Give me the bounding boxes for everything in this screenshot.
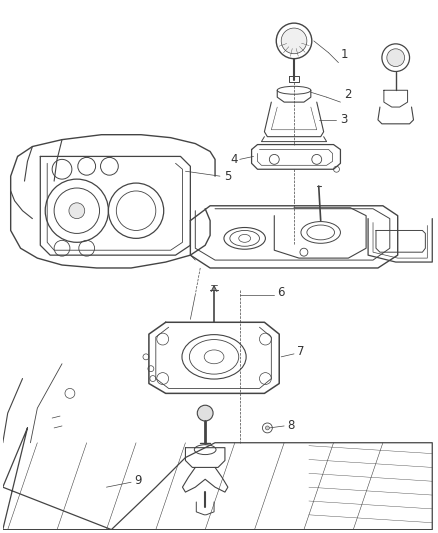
Text: 8: 8 — [287, 419, 294, 432]
Circle shape — [281, 28, 307, 54]
Text: 2: 2 — [344, 88, 352, 101]
Circle shape — [387, 49, 405, 67]
Circle shape — [265, 426, 269, 430]
Text: 5: 5 — [224, 169, 231, 183]
Text: 9: 9 — [134, 474, 141, 487]
Text: 6: 6 — [277, 286, 285, 299]
Circle shape — [197, 405, 213, 421]
Text: 1: 1 — [340, 48, 348, 61]
Circle shape — [69, 203, 85, 219]
Text: 4: 4 — [230, 153, 238, 166]
Text: 7: 7 — [297, 345, 304, 358]
Text: 3: 3 — [340, 114, 348, 126]
